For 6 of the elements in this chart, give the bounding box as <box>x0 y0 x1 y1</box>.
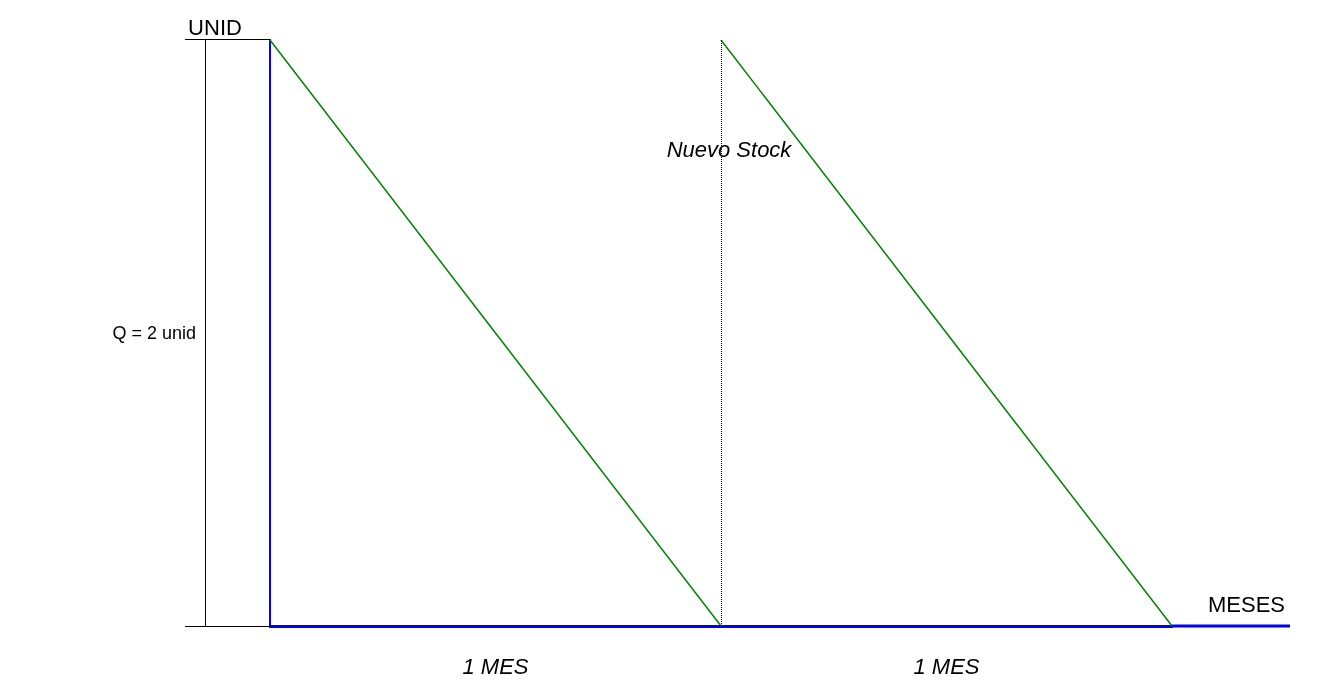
y-axis-title: UNID <box>188 15 242 40</box>
text: 1 MES <box>913 654 980 679</box>
x-axis-title: MESES <box>1207 592 1285 617</box>
text: Q = 2 unid <box>112 323 196 343</box>
annotation: Nuevo Stock <box>666 137 793 163</box>
text: 1 MES <box>462 654 529 679</box>
